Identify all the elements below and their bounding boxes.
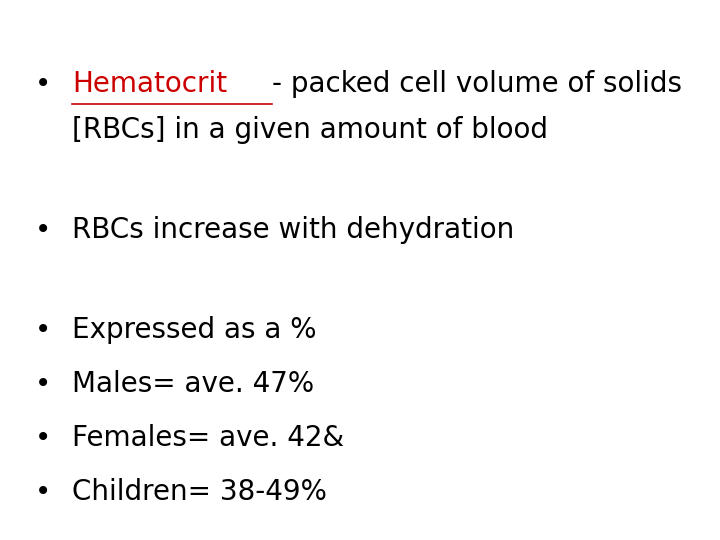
Text: •: • [35,478,51,506]
Text: Females= ave. 42&: Females= ave. 42& [72,424,344,452]
Text: RBCs increase with dehydration: RBCs increase with dehydration [72,216,514,244]
Text: •: • [35,370,51,398]
Text: - packed cell volume of solids: - packed cell volume of solids [272,70,682,98]
Text: •: • [35,70,51,98]
Text: Expressed as a %: Expressed as a % [72,316,317,344]
Text: •: • [35,316,51,344]
Text: Hematocrit: Hematocrit [72,70,227,98]
Text: [RBCs] in a given amount of blood: [RBCs] in a given amount of blood [72,116,548,144]
Text: Children= 38-49%: Children= 38-49% [72,478,327,506]
Text: •: • [35,216,51,244]
Text: Males= ave. 47%: Males= ave. 47% [72,370,314,398]
Text: •: • [35,424,51,452]
